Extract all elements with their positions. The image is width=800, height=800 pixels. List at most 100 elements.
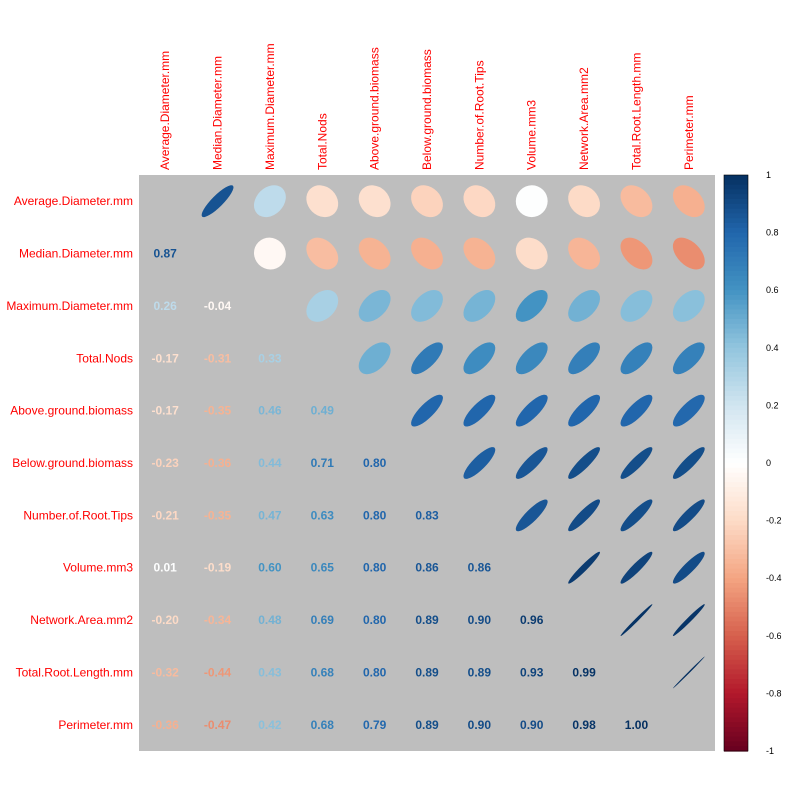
colorbar-segment (724, 511, 748, 517)
row-labels: Average.Diameter.mm Median.Diameter.mm Max… (6, 194, 133, 732)
correlation-value-label: 0.46 (258, 404, 282, 418)
correlation-value-label: -0.21 (152, 508, 180, 522)
colorbar-segment (724, 247, 748, 253)
colorbar-segment (724, 261, 748, 267)
colorbar-segment (724, 712, 748, 718)
colorbar-segment (724, 199, 748, 205)
ellipse-mark (672, 237, 705, 270)
row-label: Median.Diameter.mm (19, 247, 133, 261)
ellipse-mark (568, 342, 601, 375)
ellipse-mark (620, 499, 653, 532)
ellipse-mark (620, 394, 653, 427)
ellipse-mark (672, 394, 705, 427)
ellipse-mark (672, 499, 705, 532)
colorbar-segment (724, 472, 748, 478)
correlation-value-label: 0.99 (572, 665, 596, 679)
colorbar-segment (724, 189, 748, 195)
colorbar-segment (724, 491, 748, 498)
correlation-value-label: 0.93 (520, 665, 544, 679)
correlation-value-label: -0.44 (204, 665, 232, 679)
colorbar-segment (724, 467, 748, 474)
row-label: Maximum.Diameter.mm (6, 299, 133, 313)
ellipse-mark (568, 237, 601, 270)
ellipse-mark (411, 394, 443, 427)
colorbar-segment (724, 323, 748, 330)
colorbar-segment (724, 679, 748, 685)
colorbar-segment (724, 429, 748, 435)
colorbar-tick-label: -1 (766, 746, 774, 756)
colorbar-segment (724, 184, 748, 190)
colorbar-segment (724, 669, 748, 675)
colorbar-segment (724, 640, 748, 646)
correlation-value-label: -0.35 (204, 508, 232, 522)
column-label: Total.Root.Length.mm (629, 53, 643, 170)
colorbar-segment (724, 722, 748, 728)
colorbar-tick-label: -0.8 (766, 688, 782, 698)
ellipse-mark (358, 237, 391, 270)
ellipse-mark (411, 289, 443, 322)
ellipse-mark (620, 551, 653, 584)
colorbar-segment (724, 266, 748, 272)
ellipse-mark (515, 447, 548, 479)
correlation-value-label: -0.32 (152, 665, 180, 679)
colorbar-segment (724, 333, 748, 339)
correlation-value-label: 0.80 (363, 561, 387, 575)
column-label: Number.of.Root.Tips (472, 60, 486, 170)
colorbar-frame (723, 174, 749, 752)
colorbar-segment (724, 280, 748, 286)
correlation-value-label: 0.63 (311, 508, 335, 522)
ellipse-mark (672, 447, 705, 479)
ellipse-mark (306, 237, 339, 270)
matrix-background (139, 175, 715, 751)
row-label: Volume.mm3 (63, 561, 133, 575)
colorbar-segment (724, 573, 748, 579)
ellipse-mark (672, 551, 705, 584)
ellipse-mark (515, 237, 548, 270)
ellipse-mark (463, 237, 496, 270)
row-label: Number.of.Root.Tips (23, 508, 133, 522)
ellipse-mark (620, 185, 653, 218)
correlation-value-label: -0.17 (152, 404, 180, 418)
ellipse-mark (620, 604, 653, 637)
colorbar-segment (724, 631, 748, 637)
colorbar-segment (724, 659, 748, 666)
colorbar-segment (724, 583, 748, 589)
correlation-value-label: 0.96 (520, 613, 544, 627)
ellipse-mark (672, 656, 705, 689)
colorbar-segment (724, 597, 748, 603)
correlation-value-label: 0.89 (468, 665, 492, 679)
correlation-value-label: 0.80 (363, 613, 387, 627)
colorbar-segment (724, 367, 748, 373)
colorbar-segment (724, 419, 748, 426)
correlation-value-label: -0.36 (152, 718, 180, 732)
colorbar-segment (724, 544, 748, 550)
correlation-value-label: 0.83 (415, 508, 439, 522)
colorbar-tick-label: 0.8 (766, 228, 779, 238)
colorbar-segment (724, 285, 748, 291)
colorbar-segment (724, 683, 748, 690)
colorbar-segment (724, 347, 748, 354)
colorbar-segment (724, 256, 748, 262)
ellipse-mark (411, 237, 443, 270)
row-label: Total.Nods (76, 351, 133, 365)
colorbar-segment (724, 698, 748, 704)
colorbar-segment (724, 592, 748, 598)
colorbar-segment (724, 395, 748, 402)
colorbar-segment (724, 535, 748, 541)
colorbar-segment (724, 448, 748, 454)
correlation-value-label: 0.71 (311, 456, 335, 470)
ellipse-mark (411, 342, 443, 375)
colorbar-segment (724, 635, 748, 642)
colorbar-segment (724, 343, 748, 349)
colorbar-segment (724, 731, 748, 738)
colorbar-segment (724, 693, 748, 699)
colorbar-segment (724, 275, 748, 282)
colorbar-segment (724, 175, 748, 181)
colorbar-segment (724, 295, 748, 301)
colorbar-segment (724, 194, 748, 200)
row-label: Above.ground.biomass (10, 404, 133, 418)
ellipse-mark (201, 185, 234, 218)
ellipse-mark (306, 289, 339, 322)
colorbar-segment (724, 664, 748, 670)
colorbar-tick-label: -0.2 (766, 516, 782, 526)
